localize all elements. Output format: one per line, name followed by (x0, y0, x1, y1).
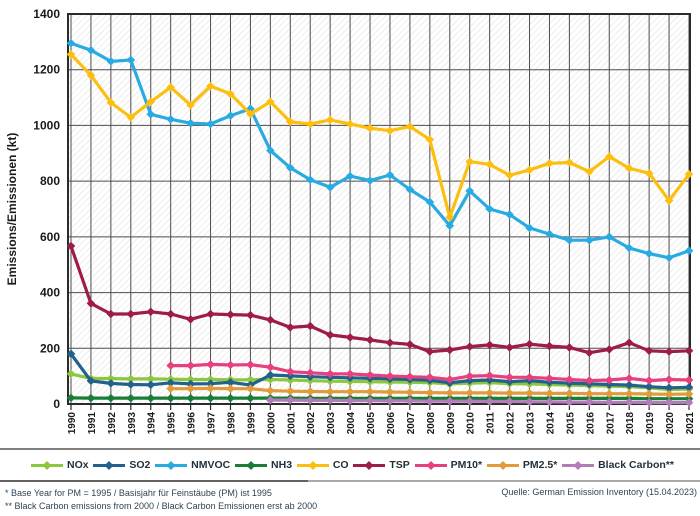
footnote-block: * Base Year for PM = 1995 / Basisjahr fü… (5, 487, 317, 513)
series-markers-NMVOC (66, 38, 694, 263)
legend-marker-Black Carbon (562, 460, 595, 470)
y-tick-label: 400 (40, 286, 60, 300)
legend-label: SO2 (129, 459, 151, 471)
series-markers-SO2 (66, 349, 694, 393)
x-tick-label: 2011 (486, 412, 497, 434)
x-tick-label: 1990 (67, 412, 78, 435)
legend-item-SO2: SO2 (92, 459, 150, 471)
series-line-CO (69, 53, 691, 219)
y-tick-label: 1200 (33, 63, 60, 77)
x-tick-label: 1995 (167, 412, 178, 435)
series-markers-NH3 (66, 393, 694, 404)
x-tick-label: 1996 (187, 412, 198, 435)
x-tick-label: 1997 (207, 412, 218, 435)
footnote-black-carbon: ** Black Carbon emissions from 2000 / Bl… (5, 501, 318, 511)
series-markers-PM2.5 (166, 384, 694, 399)
y-tick-label: 0 (53, 397, 60, 411)
plot-area (68, 14, 690, 404)
x-tick-label: 2009 (446, 412, 457, 435)
legend-item-NMVOC: NMVOC (154, 459, 230, 471)
legend-item-CO: CO (296, 459, 349, 471)
x-tick-label: 2000 (266, 412, 277, 435)
legend-label: NH3 (271, 459, 293, 471)
legend-marker-CO (296, 460, 329, 470)
x-tick-label: 1999 (246, 412, 257, 435)
y-axis-title: Emissions/Emissionen (kt) (5, 133, 19, 286)
x-tick-label: 2005 (366, 412, 377, 435)
legend-marker-NOx (31, 460, 63, 470)
x-tick-label: 2013 (526, 412, 537, 435)
y-tick-label: 1000 (33, 118, 60, 132)
x-tick-label: 2014 (545, 412, 556, 435)
legend-label: Black Carbon** (598, 459, 674, 471)
footnote-pm-base-year: * Base Year for PM = 1995 / Basisjahr fü… (5, 488, 272, 498)
x-tick-label: 2019 (645, 412, 656, 435)
x-tick-label: 2002 (306, 412, 317, 435)
legend-label: TSP (389, 459, 410, 471)
x-tick-label: 2017 (605, 412, 616, 435)
legend-label: PM10* (450, 459, 483, 471)
series-markers-TSP (66, 241, 694, 358)
legend-item-NH3: NH3 (234, 459, 292, 471)
x-tick-label: 2018 (625, 412, 636, 435)
chart-canvas: 1990 1991 1992 1993 1994 1995 1996 1997 1998 1999… (5, 7, 696, 435)
x-tick-label: 2015 (565, 412, 576, 435)
legend-marker-SO2 (93, 460, 126, 470)
x-tick-label: 1998 (226, 412, 237, 435)
series-line-Black Carbon (270, 398, 689, 405)
legend-marker-PM10 (414, 460, 447, 470)
legend-divider (0, 480, 700, 482)
x-tick-label: 2007 (406, 412, 417, 435)
x-tick-label: 2004 (346, 412, 357, 435)
plot-border (67, 13, 691, 405)
y-tick-label: 1400 (33, 7, 60, 21)
legend-label: NMVOC (191, 459, 231, 471)
legend-marker-TSP (353, 460, 386, 470)
x-tick-label: 2021 (685, 412, 696, 435)
legend-label: PM2.5* (522, 459, 558, 471)
legend-marker-NH3 (235, 460, 268, 470)
x-tick-label: 1993 (127, 412, 138, 435)
x-tick-label: 2020 (665, 412, 676, 435)
x-tick-label: 2016 (585, 412, 596, 435)
source-note: Quelle: German Emission Inventory (15.04… (501, 487, 697, 497)
y-tick-label: 200 (40, 341, 60, 355)
series-line-NH3 (70, 396, 689, 401)
chart-legend: NOx SO2 NMVOC NH3 CO TSP PM10* PM2.5* Black Carb… (0, 448, 700, 480)
legend-marker-NMVOC (155, 460, 188, 470)
x-tick-label: 1992 (107, 412, 118, 435)
x-tick-label: 1994 (147, 412, 158, 435)
legend-label: CO (332, 459, 349, 471)
x-tick-label: 2012 (506, 412, 517, 435)
x-tick-label: 2008 (426, 412, 437, 435)
x-tick-label: 1991 (87, 412, 98, 435)
legend-marker-PM2.5 (486, 460, 519, 470)
series-markers-Black Carbon (266, 395, 694, 407)
x-tick-label: 2001 (286, 412, 297, 435)
legend-item-Black Carbon: Black Carbon** (561, 459, 674, 471)
x-tick-label: 2010 (466, 412, 477, 435)
x-tick-label: 2006 (386, 412, 397, 435)
legend-label: NOx (67, 459, 89, 471)
series-markers-PM10 (166, 360, 694, 385)
legend-item-PM10: PM10* (414, 459, 483, 471)
legend-item-PM2.5: PM2.5* (486, 459, 557, 471)
y-tick-label: 800 (40, 174, 60, 188)
x-tick-label: 2003 (326, 412, 337, 435)
y-tick-label: 600 (40, 230, 60, 244)
legend-item-NOx: NOx (30, 459, 89, 471)
chart-footnotes: * Base Year for PM = 1995 / Basisjahr fü… (0, 485, 700, 513)
legend-item-TSP: TSP (352, 459, 410, 471)
